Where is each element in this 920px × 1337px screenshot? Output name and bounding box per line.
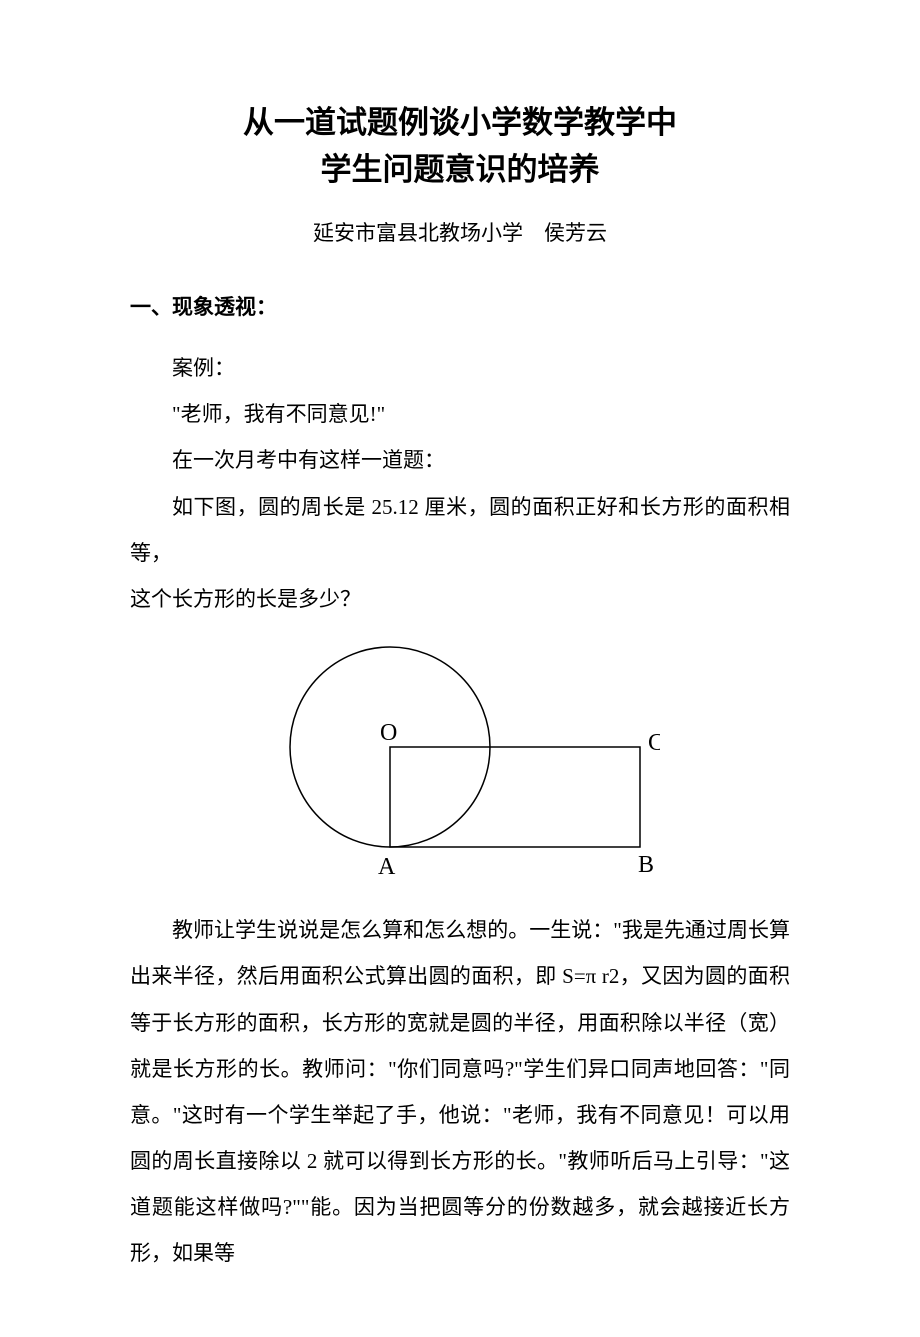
para-case-label: 案例： <box>130 345 790 391</box>
para-discussion: 教师让学生说说是怎么算和怎么想的。一生说："我是先通过周长算出来半径，然后用面积… <box>130 907 790 1277</box>
title-line2: 学生问题意识的培养 <box>130 147 790 194</box>
para-quote-1: "老师，我有不同意见!" <box>130 391 790 437</box>
label-B: B <box>638 852 654 878</box>
section-heading-1: 一、现象透视： <box>130 291 790 321</box>
label-O: O <box>380 720 397 746</box>
label-A: A <box>378 854 396 880</box>
para-problem-a: 如下图，圆的周长是 25.12 厘米，圆的面积正好和长方形的面积相等， <box>130 484 790 576</box>
figure-svg: O C A B <box>260 632 660 882</box>
label-C: C <box>648 730 660 756</box>
page-title: 从一道试题例谈小学数学教学中 学生问题意识的培养 <box>130 100 790 193</box>
author-line: 延安市富县北教场小学 侯芳云 <box>130 217 790 247</box>
figure-rect <box>390 747 640 847</box>
para-problem-b: 这个长方形的长是多少？ <box>130 576 790 622</box>
geometry-figure: O C A B <box>130 632 790 887</box>
title-line1: 从一道试题例谈小学数学教学中 <box>130 100 790 147</box>
para-intro: 在一次月考中有这样一道题： <box>130 437 790 483</box>
